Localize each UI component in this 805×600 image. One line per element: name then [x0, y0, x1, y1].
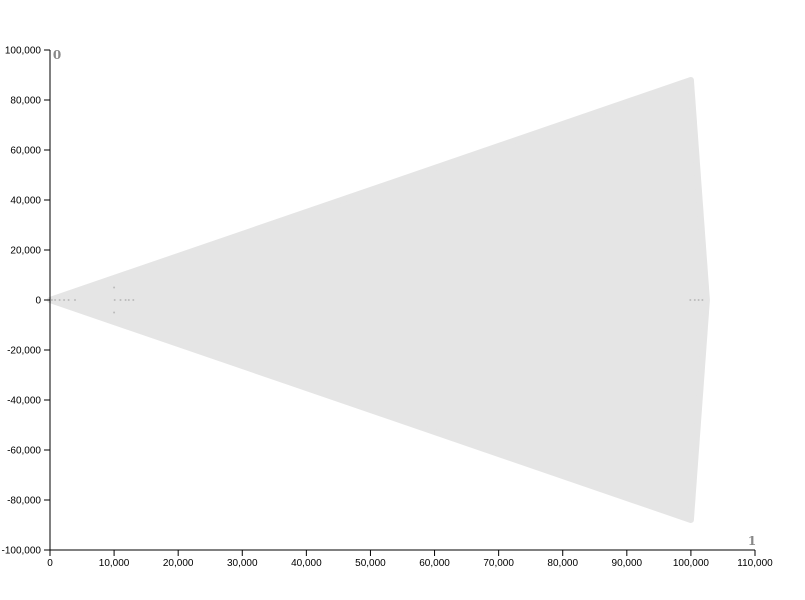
y-tick-label: 20,000 — [10, 246, 41, 257]
y-tick-label: 40,000 — [10, 196, 41, 207]
data-point — [697, 299, 700, 301]
y-tick-label: -80,000 — [7, 496, 41, 507]
data-point — [50, 299, 53, 301]
data-point — [124, 299, 127, 301]
data-point — [113, 286, 116, 289]
y-tick-label: -40,000 — [7, 396, 41, 407]
x-ticks: 0 10,000 20,000 30,000 40,000 50,000 60,000 70,… — [47, 550, 773, 569]
x-tick-label: 80,000 — [547, 558, 578, 569]
y-tick-label: -20,000 — [7, 346, 41, 357]
y-tick-label: 80,000 — [10, 96, 41, 107]
x-tick-label: 70,000 — [483, 558, 514, 569]
y-tick-label: -100,000 — [2, 546, 42, 557]
x-tick-label: 110,000 — [737, 558, 773, 569]
data-point — [113, 311, 116, 314]
y-tick-label: 100,000 — [5, 46, 42, 57]
data-point — [693, 299, 696, 301]
data-point — [127, 299, 130, 301]
points-layer — [50, 286, 704, 314]
hull-layer — [47, 77, 710, 523]
y-axis-title: 0 — [53, 48, 61, 62]
x-tick-label: 30,000 — [227, 558, 258, 569]
x-tick-label: 50,000 — [355, 558, 386, 569]
data-point — [54, 299, 57, 301]
x-tick-label: 90,000 — [612, 558, 643, 569]
x-tick-label: 0 — [47, 558, 53, 569]
x-tick-label: 40,000 — [291, 558, 322, 569]
y-axis: 0 100,000 80,000 60,000 40,000 20,000 0 -20,00… — [2, 46, 62, 557]
y-ticks: 100,000 80,000 60,000 40,000 20,000 0 -20,000 -… — [2, 46, 50, 557]
data-point — [67, 299, 70, 301]
data-point — [63, 299, 66, 301]
data-point — [119, 299, 122, 301]
data-point — [113, 299, 116, 301]
x-tick-label: 60,000 — [419, 558, 450, 569]
x-axis: 1 0 10,000 20,000 30,000 40,000 50,000 60,000 7… — [47, 534, 773, 569]
y-tick-label: -60,000 — [7, 446, 41, 457]
x-tick-label: 100,000 — [673, 558, 710, 569]
data-point — [701, 299, 704, 301]
y-tick-label: 60,000 — [10, 146, 41, 157]
data-point — [58, 299, 61, 301]
y-tick-label: 0 — [35, 296, 41, 307]
convex-hull — [47, 77, 710, 523]
data-point — [689, 299, 692, 301]
x-tick-label: 10,000 — [99, 558, 130, 569]
x-tick-label: 20,000 — [163, 558, 194, 569]
data-point — [132, 299, 135, 301]
x-axis-title: 1 — [748, 534, 756, 548]
data-point — [74, 299, 76, 301]
